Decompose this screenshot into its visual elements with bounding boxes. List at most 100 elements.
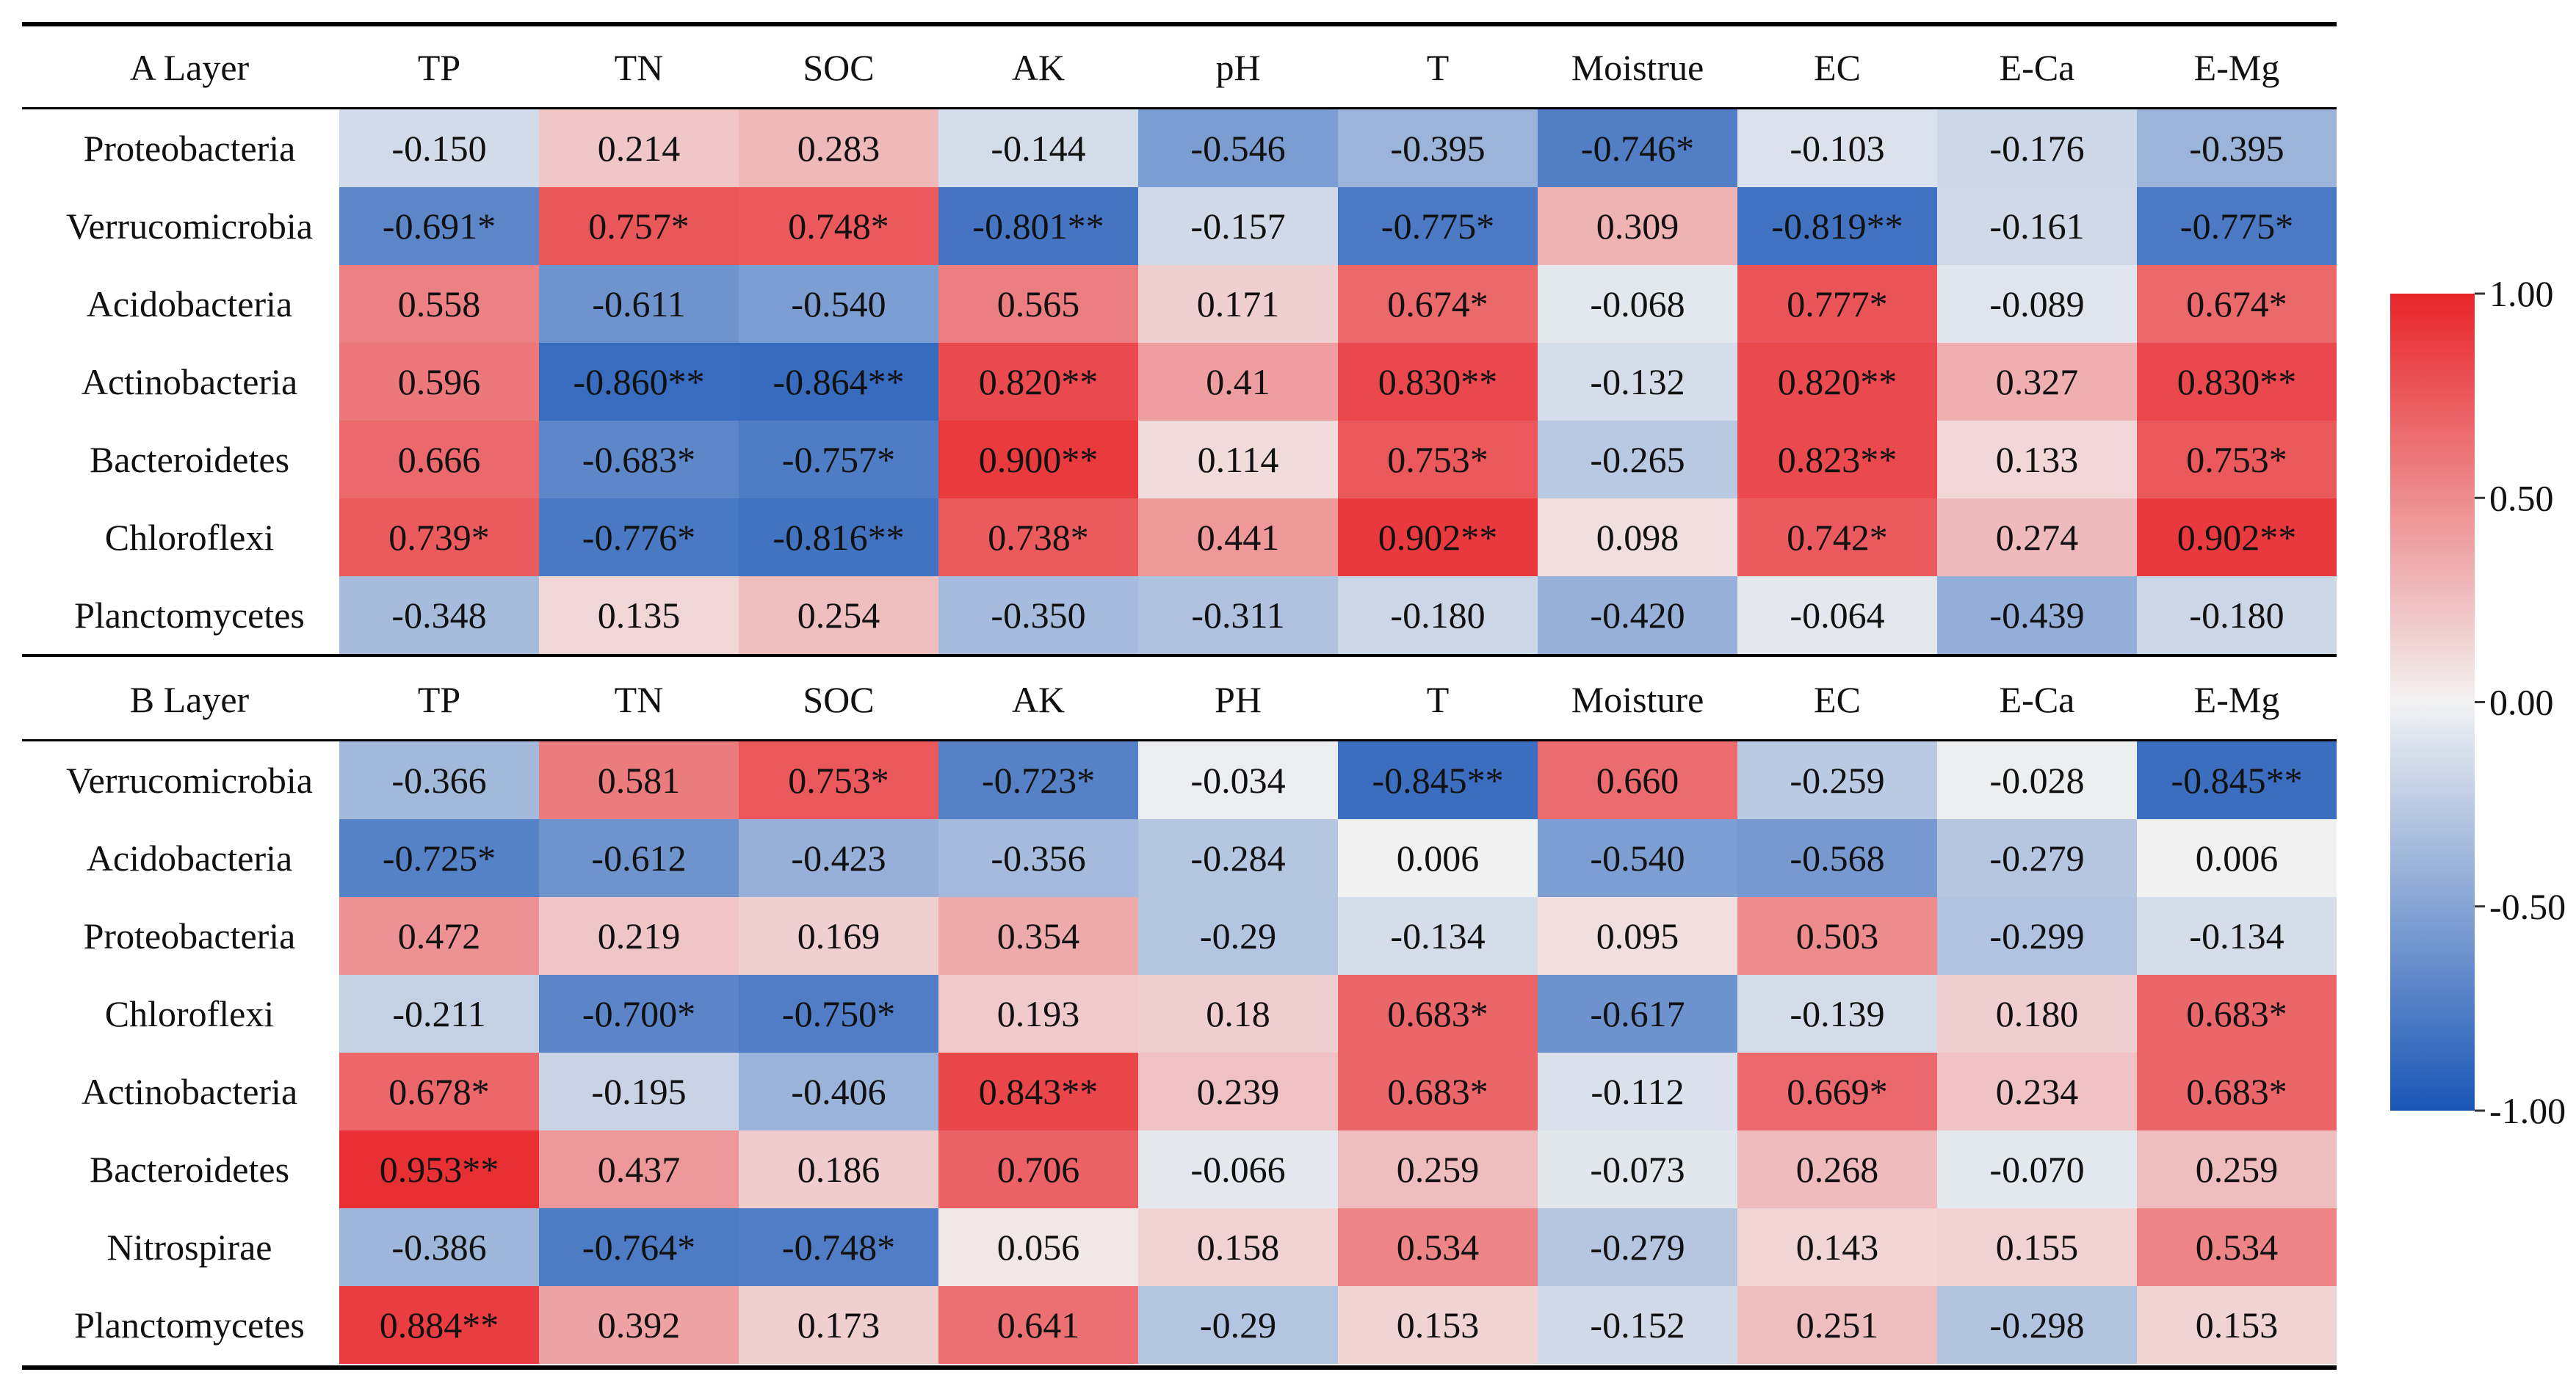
b-layer-cell-label: -0.750* bbox=[782, 993, 895, 1034]
b-layer-cell bbox=[539, 1286, 739, 1364]
b-layer-cell-label: 0.641 bbox=[997, 1304, 1080, 1346]
a-layer-cell bbox=[539, 576, 739, 654]
b-layer-column-header-e-mg: E-Mg bbox=[2194, 679, 2280, 720]
b-layer-cell bbox=[1737, 897, 1937, 975]
a-layer-cell bbox=[539, 265, 739, 343]
b-layer-cell-label: -0.134 bbox=[2189, 915, 2284, 956]
b-layer-cell bbox=[539, 819, 739, 897]
b-layer-cell bbox=[1937, 1208, 2137, 1286]
b-layer-cell-label: 0.953** bbox=[380, 1149, 499, 1190]
b-layer-cell bbox=[938, 1208, 1138, 1286]
a-layer-cell-label: -0.089 bbox=[1989, 283, 2084, 324]
colorbar-tick-label: -0.50 bbox=[2489, 886, 2566, 927]
a-layer-cell bbox=[339, 187, 539, 265]
b-layer-cell bbox=[339, 819, 539, 897]
a-layer-cell bbox=[1737, 187, 1937, 265]
b-layer-cell-label: -0.568 bbox=[1790, 838, 1884, 879]
b-layer-cell-label: 0.153 bbox=[1397, 1304, 1480, 1346]
b-layer-cell bbox=[339, 1286, 539, 1364]
b-layer-cell bbox=[1338, 819, 1538, 897]
a-layer-column-header-tn: TN bbox=[615, 47, 664, 88]
a-layer-cell bbox=[339, 421, 539, 498]
b-layer-header-rule bbox=[22, 739, 2337, 741]
b-layer-cell-label: 0.683* bbox=[2186, 1071, 2287, 1112]
a-layer-cell bbox=[938, 498, 1138, 576]
b-layer-cell bbox=[938, 897, 1138, 975]
b-layer-cell-label: -0.028 bbox=[1989, 760, 2084, 801]
b-layer-cell-label: -0.406 bbox=[791, 1071, 886, 1112]
b-layer-cell-label: 0.155 bbox=[1996, 1227, 2079, 1268]
b-layer-row-label: Proteobacteria bbox=[84, 915, 296, 956]
a-layer-row-label: Acidobacteria bbox=[87, 283, 292, 324]
b-layer-cell-label: -0.723* bbox=[982, 760, 1095, 801]
a-layer-cell-label: 0.674* bbox=[1387, 283, 1488, 324]
b-layer-cell-label: -0.725* bbox=[383, 838, 496, 879]
a-layer-cell-label: 0.820** bbox=[1778, 361, 1897, 402]
b-layer-cell bbox=[339, 975, 539, 1053]
b-layer-cell-label: 0.884** bbox=[380, 1304, 499, 1346]
b-layer-cell bbox=[1937, 819, 2137, 897]
a-layer-row-label: Chloroflexi bbox=[105, 517, 275, 558]
a-layer-cell-label: 0.098 bbox=[1596, 517, 1679, 558]
b-layer-cell bbox=[938, 1053, 1138, 1130]
b-layer-cell bbox=[1737, 1130, 1937, 1208]
b-layer-cell bbox=[739, 897, 938, 975]
a-layer-cell-label: 0.254 bbox=[797, 595, 880, 636]
b-layer-cell-label: 0.472 bbox=[398, 915, 481, 956]
b-layer-cell-label: 0.056 bbox=[997, 1227, 1080, 1268]
a-layer-cell-label: -0.420 bbox=[1590, 595, 1685, 636]
b-layer-cell-label: -0.386 bbox=[391, 1227, 486, 1268]
b-layer-cell bbox=[539, 741, 739, 819]
b-layer-cell-label: 0.18 bbox=[1206, 993, 1270, 1034]
b-layer-cell bbox=[339, 1208, 539, 1286]
b-layer-cell-label: 0.006 bbox=[2196, 838, 2279, 879]
b-layer-cell-label: 0.153 bbox=[2196, 1304, 2279, 1346]
b-layer-cell bbox=[1538, 1208, 1737, 1286]
a-layer-cell bbox=[739, 421, 938, 498]
b-layer-column-header-ak: AK bbox=[1012, 679, 1065, 720]
a-layer-cell bbox=[1538, 265, 1737, 343]
b-layer-cell bbox=[339, 897, 539, 975]
a-layer-cell-label: 0.135 bbox=[598, 595, 681, 636]
a-layer-cell-label: -0.064 bbox=[1790, 595, 1884, 636]
a-layer-cell bbox=[1937, 498, 2137, 576]
b-layer-cell-label: 0.239 bbox=[1197, 1071, 1280, 1112]
b-layer-cell-label: 0.753* bbox=[788, 760, 889, 801]
b-layer-cell-label: 0.843** bbox=[979, 1071, 1099, 1112]
a-layer-column-header-ec: EC bbox=[1814, 47, 1861, 88]
a-layer-cell bbox=[539, 421, 739, 498]
b-layer-cell bbox=[1138, 741, 1338, 819]
b-layer-column-header-tn: TN bbox=[615, 679, 664, 720]
a-layer-cell-label: 0.902** bbox=[1378, 517, 1498, 558]
b-layer-cell-label: 0.259 bbox=[1397, 1149, 1480, 1190]
a-layer-cell bbox=[1138, 109, 1338, 187]
a-layer-cell bbox=[1737, 265, 1937, 343]
b-layer-cell bbox=[739, 1208, 938, 1286]
b-layer-cell-label: -0.612 bbox=[591, 838, 686, 879]
a-layer-cell-label: 0.441 bbox=[1197, 517, 1280, 558]
a-layer-cell-label: -0.350 bbox=[991, 595, 1085, 636]
a-layer-row-label: Planctomycetes bbox=[74, 595, 305, 636]
a-layer-cell bbox=[339, 265, 539, 343]
a-layer-cell-label: -0.157 bbox=[1190, 206, 1285, 247]
a-layer-cell-label: -0.776* bbox=[582, 517, 695, 558]
a-layer-cell bbox=[1338, 498, 1538, 576]
b-layer-cell-label: -0.366 bbox=[391, 760, 486, 801]
a-layer-cell-label: -0.611 bbox=[592, 283, 685, 324]
b-layer-row-label: Verrucomicrobia bbox=[66, 760, 313, 801]
a-layer-cell-label: -0.395 bbox=[2189, 128, 2284, 169]
a-layer-cell-label: -0.540 bbox=[791, 283, 886, 324]
b-layer-cell-label: -0.617 bbox=[1590, 993, 1685, 1034]
a-layer-cell bbox=[938, 265, 1138, 343]
a-layer-cell-label: 0.830** bbox=[2177, 361, 2297, 402]
a-layer-cell-label: -0.775* bbox=[2180, 206, 2293, 247]
b-layer-cell bbox=[1538, 1286, 1737, 1364]
a-layer-cell-label: -0.176 bbox=[1989, 128, 2084, 169]
a-layer-cell bbox=[739, 265, 938, 343]
b-layer-cell bbox=[1538, 819, 1737, 897]
b-layer-cell-label: 0.169 bbox=[797, 915, 880, 956]
a-layer-cell-label: -0.150 bbox=[391, 128, 486, 169]
a-layer-cell-label: -0.775* bbox=[1381, 206, 1494, 247]
a-layer-cell bbox=[2137, 265, 2337, 343]
